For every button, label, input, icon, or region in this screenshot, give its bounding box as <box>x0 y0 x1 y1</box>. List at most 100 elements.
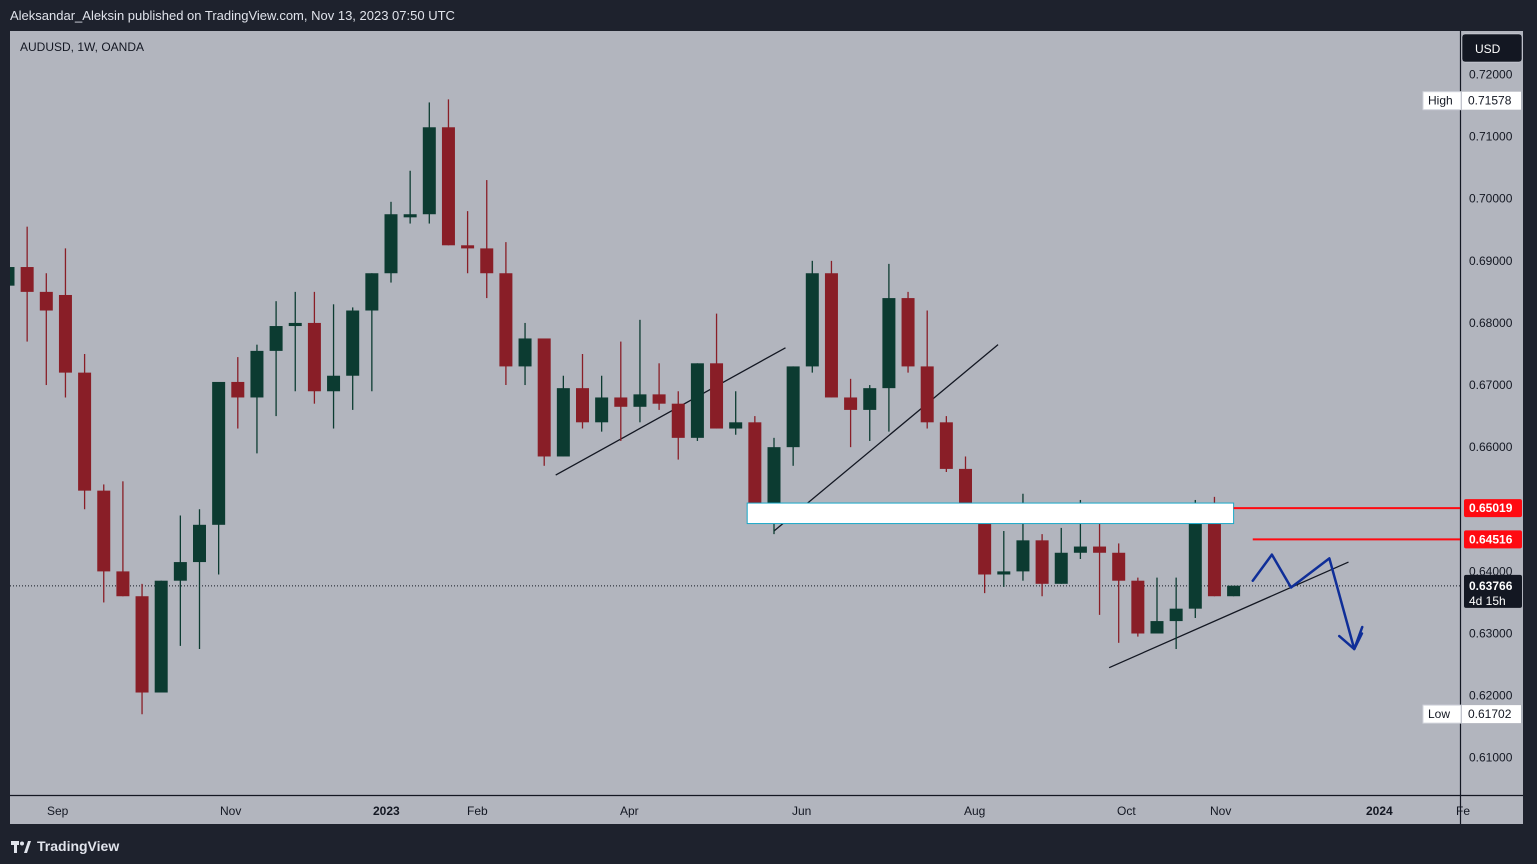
candle-body <box>805 273 819 367</box>
tradingview-logo[interactable]: TradingView <box>11 838 119 854</box>
currency-label: USD <box>1475 42 1501 56</box>
candle-body <box>154 580 168 693</box>
x-tick-label: Aug <box>964 804 985 818</box>
candle-bearish <box>441 99 455 246</box>
symbol-label: AUDUSD, 1W, OANDA <box>20 40 145 54</box>
candle-body <box>39 291 53 311</box>
candle-bullish <box>288 291 302 392</box>
candle-bearish <box>97 484 111 603</box>
x-tick-label: Jun <box>792 804 811 818</box>
candle-body <box>250 350 264 398</box>
candle-bullish <box>1169 577 1183 650</box>
candle-body <box>576 388 589 423</box>
candle-bullish <box>997 531 1011 587</box>
candle-body <box>767 447 781 504</box>
candle-body <box>1207 503 1221 597</box>
candle-bullish <box>269 301 283 417</box>
high-tag-label: High <box>1428 94 1453 108</box>
x-tick-label: Nov <box>220 804 241 818</box>
candle-bearish <box>576 353 589 429</box>
candle-bullish <box>633 319 647 423</box>
y-tick-label: 0.71000 <box>1469 130 1513 144</box>
candle-body <box>97 490 111 572</box>
candle-bullish <box>173 515 187 646</box>
candle-body <box>461 245 475 249</box>
high-tag <box>1422 91 1462 111</box>
candle-bullish <box>518 322 532 386</box>
candle-body <box>384 214 398 274</box>
price-level-label: 0.64516 <box>1469 532 1513 546</box>
candle-body <box>595 397 609 423</box>
candle-body <box>786 366 800 448</box>
candle-body <box>135 596 149 693</box>
low-value-label: 0.61702 <box>1468 707 1512 721</box>
candle-body <box>633 394 647 407</box>
trendline <box>555 347 786 476</box>
candle-body <box>614 397 628 407</box>
x-tick-label: Fe <box>1456 804 1470 818</box>
low-tag <box>1422 704 1462 724</box>
candle-body <box>690 363 704 438</box>
candle-body <box>193 524 206 563</box>
x-tick-label: Feb <box>467 804 488 818</box>
candle-bearish <box>824 260 838 398</box>
candle-body <box>269 326 283 351</box>
y-tick-label: 0.67000 <box>1469 378 1513 392</box>
candle-body <box>1054 552 1068 584</box>
candle-body <box>1016 540 1030 572</box>
candle-body <box>844 397 858 410</box>
candle-bearish <box>614 341 628 441</box>
candle-body <box>1093 546 1107 553</box>
y-tick-label: 0.64000 <box>1469 564 1513 578</box>
candle-bullish <box>327 304 341 429</box>
candle-bearish <box>1131 577 1145 637</box>
candle-bullish <box>365 273 379 392</box>
tradingview-brand: TradingView <box>37 838 120 854</box>
candle-bearish <box>20 226 34 342</box>
candle-bullish <box>154 580 168 693</box>
price-chart[interactable]: 0.72000 0.71000 0.70000 0.69000 0.68000 0.670… <box>10 31 1523 824</box>
candle-body <box>212 381 226 525</box>
publish-info: Aleksandar_Aleksin published on TradingV… <box>10 8 455 23</box>
x-tick-label: Oct <box>1117 804 1136 818</box>
candle-body <box>748 422 762 504</box>
bar-countdown: 4d 15h <box>1469 594 1506 608</box>
candle-bullish <box>595 375 609 432</box>
candle-bullish <box>193 509 206 650</box>
current-price-badge <box>1464 574 1522 608</box>
candle-body <box>920 366 934 423</box>
projection-arrowhead <box>1337 625 1364 651</box>
y-tick-label: 0.63000 <box>1469 627 1513 641</box>
plot-background <box>10 31 1460 795</box>
candle-body <box>20 267 34 292</box>
candle-bearish <box>39 273 53 386</box>
y-tick-label: 0.70000 <box>1469 192 1513 206</box>
low-tag-label: Low <box>1428 707 1450 721</box>
x-tick-label: 2024 <box>1366 804 1393 818</box>
candle-body <box>346 310 360 376</box>
chart-area[interactable]: 0.72000 0.71000 0.70000 0.69000 0.68000 0.670… <box>10 31 1523 824</box>
x-tick-label: 2023 <box>373 804 400 818</box>
trendline <box>1108 561 1349 669</box>
candle-bullish <box>690 363 704 441</box>
candle-body <box>78 372 92 491</box>
candle-body <box>173 562 187 581</box>
candle-bearish <box>58 248 72 398</box>
time-scale-panel <box>10 795 1460 824</box>
candle-body <box>10 267 15 286</box>
candle-bullish <box>250 344 264 454</box>
x-tick-label: Sep <box>47 804 69 818</box>
candle-body <box>882 298 896 389</box>
candle-bearish <box>939 416 953 473</box>
candle-body <box>863 388 877 410</box>
candle-body <box>652 394 666 404</box>
candle-bearish <box>499 242 513 386</box>
candle-body <box>978 515 992 575</box>
candle-bearish <box>652 363 666 410</box>
candle-body <box>1150 621 1164 634</box>
current-price-label: 0.63766 <box>1469 579 1513 593</box>
candle-bearish <box>901 291 915 373</box>
candle-bullish <box>805 260 819 373</box>
candle-body <box>1169 608 1183 622</box>
x-tick-label: Nov <box>1210 804 1231 818</box>
